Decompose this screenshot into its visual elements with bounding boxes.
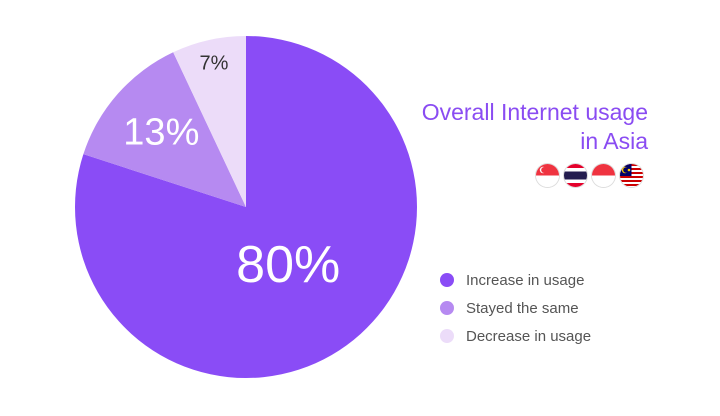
pie-slices [75, 36, 417, 378]
pie-slice-3 [173, 36, 246, 207]
legend-label-same: Stayed the same [466, 299, 579, 317]
malaysia-flag-icon [620, 164, 643, 187]
pie-chart: 80% 13% 7% [75, 36, 417, 378]
pie-label-1: 80% [236, 236, 340, 294]
chart-title-line-2: in Asia [580, 128, 648, 154]
legend-swatch-same [440, 301, 454, 315]
country-flags [536, 164, 643, 187]
pie-label-3: 7% [199, 52, 228, 74]
indonesia-flag-icon [592, 164, 615, 187]
pie-slice-2 [83, 52, 246, 208]
singapore-flag-icon [536, 164, 559, 187]
legend-label-decrease: Decrease in usage [466, 327, 592, 345]
pie-label-2: 13% [123, 111, 199, 153]
legend-item-increase: Increase in usage [440, 266, 591, 294]
legend-item-decrease: Decrease in usage [440, 322, 591, 350]
legend-item-same: Stayed the same [440, 294, 591, 322]
chart-title-line-1: Overall Internet usage [421, 99, 648, 125]
chart-title: Overall Internet usage in Asia [422, 98, 648, 156]
legend-swatch-increase [440, 273, 454, 287]
chart-legend: Increase in usage Stayed the same Decrea… [440, 266, 591, 350]
thailand-flag-icon [564, 164, 587, 187]
legend-label-increase: Increase in usage [466, 271, 585, 289]
pie-labels: 80% 13% 7% [123, 52, 340, 294]
legend-swatch-decrease [440, 329, 454, 343]
